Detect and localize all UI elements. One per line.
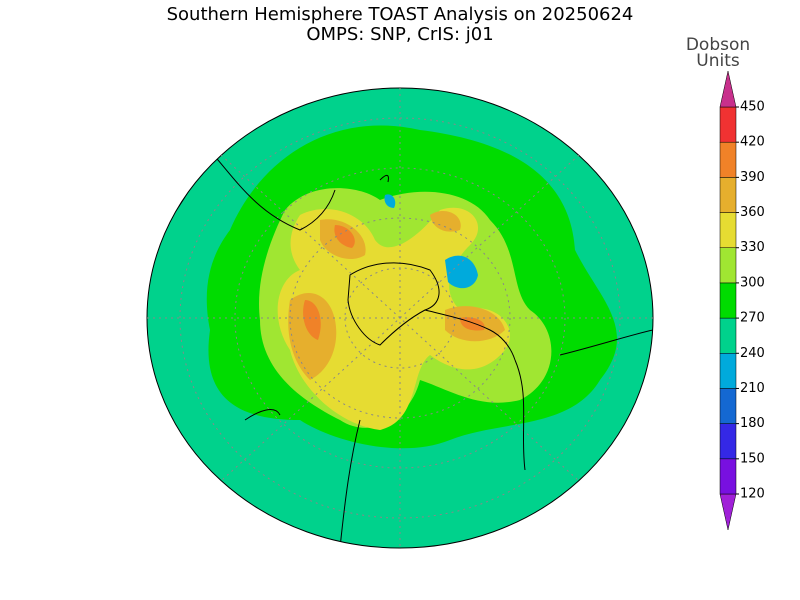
- colorbar-tick-label: 270: [740, 311, 765, 326]
- colorbar-segment: [719, 141, 737, 178]
- colorbar-tick-label: 330: [740, 240, 765, 255]
- colorbar-tick-label: 240: [740, 346, 765, 361]
- colorbar-segment: [719, 212, 737, 248]
- colorbar-tick-label: 150: [740, 451, 765, 466]
- colorbar-segment: [719, 458, 737, 495]
- colorbar-tick-label: 180: [740, 416, 765, 431]
- title: Southern Hemisphere TOAST Analysis on 20…: [167, 4, 634, 25]
- field-240: [384, 194, 478, 289]
- colorbar-segment: [719, 70, 737, 108]
- colorbar-segment: [719, 388, 737, 424]
- colorbar-segment: [719, 317, 737, 354]
- colorbar-segment: [719, 423, 737, 460]
- colorbar-tick-label: 450: [740, 100, 765, 115]
- colorbar-segment: [719, 106, 737, 143]
- colorbar: Dobson Units 120 150 180 210 240 270 300 330 360…: [686, 35, 765, 531]
- colorbar-segment: [719, 177, 737, 213]
- colorbar-segment: [719, 353, 737, 389]
- colorbar-segment: [719, 282, 737, 319]
- colorbar-tick-label: 300: [740, 275, 765, 290]
- colorbar-tick-label: 390: [740, 170, 765, 185]
- colorbar-label: Dobson: [686, 35, 750, 55]
- colorbar-tick-label: 210: [740, 381, 765, 396]
- colorbar-tick-label: 120: [740, 487, 765, 502]
- colorbar-tick-label: 420: [740, 135, 765, 150]
- colorbar-tick-label: 360: [740, 205, 765, 220]
- map: [146, 87, 654, 549]
- colorbar-segment: [719, 247, 737, 284]
- colorbar-segment: [719, 493, 737, 531]
- subtitle: OMPS: SNP, CrIS: j01: [306, 24, 493, 45]
- colorbar-label: Units: [696, 51, 740, 71]
- field-360: [288, 210, 505, 380]
